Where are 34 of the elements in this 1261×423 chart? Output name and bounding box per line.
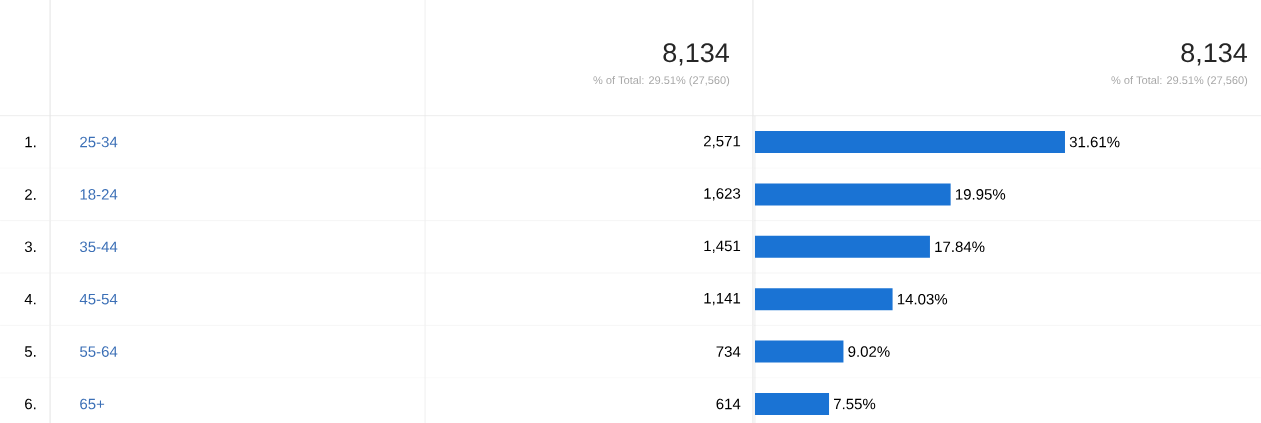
text: 8,134 — [663, 43, 729, 66]
text: 614 — [716, 398, 741, 410]
text: 1,141 — [704, 293, 741, 306]
text: 734 — [716, 346, 741, 357]
text: 8,134 — [1181, 43, 1247, 66]
y-tick-label: 25-34 — [80, 136, 118, 148]
bar — [755, 131, 1065, 153]
y-tick-label: 18-24 — [80, 189, 118, 200]
text: 4. — [24, 294, 36, 305]
text: 6. — [25, 398, 36, 410]
y-tick-label: 35-44 — [79, 241, 118, 253]
y-tick-label: 45-54 — [79, 293, 118, 305]
text: % of Total: 29.51% (27,560) — [1111, 76, 1248, 87]
text: 1,623 — [704, 188, 741, 201]
text: 5. — [24, 346, 36, 357]
y-tick-label: 65+ — [80, 398, 105, 410]
text: 2,571 — [704, 135, 741, 149]
bar — [755, 288, 893, 311]
bar — [755, 235, 930, 258]
bar — [755, 183, 951, 206]
data-label: 14.03% — [897, 293, 948, 305]
text: 2. — [25, 189, 36, 200]
data-label: 31.61% — [1069, 136, 1120, 148]
y-tick-label: 55-64 — [80, 346, 118, 357]
data-label: 17.84% — [935, 241, 985, 253]
data-label: 9.02% — [848, 346, 890, 357]
text: 3. — [24, 241, 36, 253]
text: 1. — [25, 136, 36, 148]
text: 1,451 — [704, 240, 741, 253]
data-label: 19.95% — [955, 189, 1006, 200]
bar — [755, 340, 844, 363]
bar — [755, 392, 830, 415]
data-label: 7.55% — [834, 398, 876, 410]
text: % of Total: 29.51% (27,560) — [593, 76, 730, 87]
